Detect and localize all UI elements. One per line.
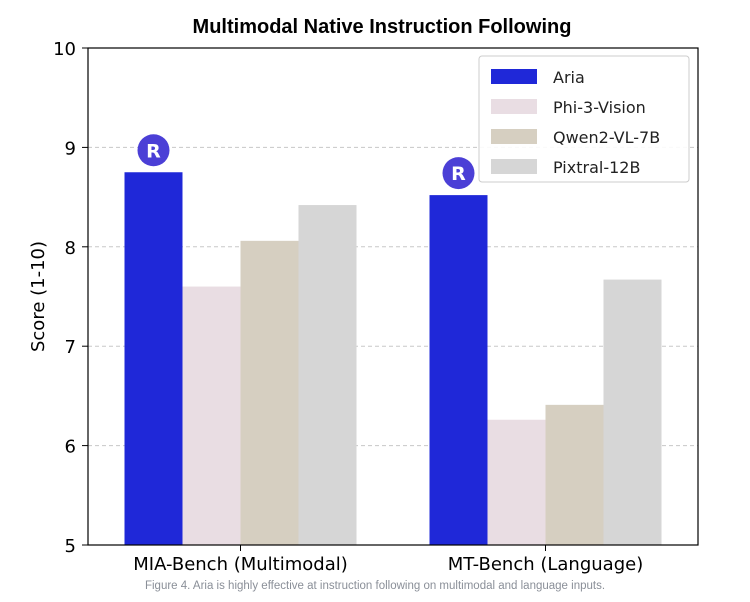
chart-title: Multimodal Native Instruction Following [193,16,572,38]
chart-container: Multimodal Native Instruction Following … [28,16,699,575]
aria-logo-glyph: R [451,163,466,185]
bar-pixtral-12b [298,205,357,545]
bar-phi-3-vision [487,419,546,545]
legend-swatch [491,99,537,114]
bars [124,172,662,545]
bar-aria [429,195,488,545]
y-axis-label: Score (1-10) [28,241,49,352]
y-tick-label: 10 [53,39,76,60]
axis-ticks: 5 6 7 8 9 10 MIA-Bench (Multimodal) MT-Bench (L… [53,39,643,575]
y-tick-label: 9 [65,138,76,159]
aria-logo-icon [137,134,170,167]
y-tick-label: 7 [65,337,76,358]
aria-logo-icon [442,157,475,190]
bar-qwen2-vl-7b [240,240,299,545]
logo-markers: RR [137,134,475,190]
legend-label: Aria [553,68,585,87]
y-tick-label: 6 [65,437,76,458]
plot-frame [87,47,699,546]
legend-swatch [491,129,537,144]
aria-logo-glyph: R [146,140,161,162]
legend-label: Phi-3-Vision [553,98,646,117]
legend-swatch [491,159,537,174]
figure-caption: Figure 4. Aria is highly effective at in… [144,580,606,592]
y-tick-label: 8 [65,238,76,259]
bar-phi-3-vision [182,286,241,545]
legend-box [478,55,690,183]
legend-swatch [491,69,537,84]
x-tick-label: MIA-Bench (Multimodal) [133,554,348,575]
bar-aria [124,172,183,545]
legend-label: Qwen2-VL-7B [553,128,660,147]
legend-label: Pixtral-12B [553,158,640,177]
legend: Aria Phi-3-Vision Qwen2-VL-7B Pixtral-12B [478,55,690,183]
y-tick-label: 5 [65,536,76,557]
bar-chart: Multimodal Native Instruction Following … [28,16,699,575]
bar-pixtral-12b [603,279,662,545]
x-tick-label: MT-Bench (Language) [448,554,643,575]
bar-qwen2-vl-7b [545,404,604,545]
